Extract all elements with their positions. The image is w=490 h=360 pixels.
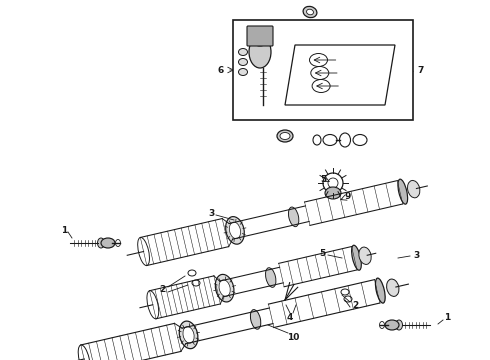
Ellipse shape [101,238,115,248]
Ellipse shape [379,321,385,328]
Ellipse shape [398,179,408,204]
Text: 2: 2 [352,301,358,310]
Ellipse shape [239,49,247,55]
Ellipse shape [229,222,241,239]
Text: 1: 1 [61,225,67,234]
Ellipse shape [116,239,121,247]
Text: 3: 3 [208,208,214,217]
Text: 8: 8 [252,99,258,108]
Bar [233,20,413,120]
Ellipse shape [307,9,314,15]
Text: 9: 9 [345,192,351,201]
Ellipse shape [387,279,399,296]
Text: 6: 6 [218,66,224,75]
Ellipse shape [385,320,399,330]
Ellipse shape [138,237,149,266]
Text: 3: 3 [413,251,419,260]
Ellipse shape [183,327,194,343]
Ellipse shape [375,278,385,303]
Ellipse shape [352,245,361,270]
Ellipse shape [325,187,341,199]
Ellipse shape [249,36,271,68]
Ellipse shape [147,291,159,319]
Ellipse shape [179,321,198,349]
Ellipse shape [250,310,261,329]
Text: 10: 10 [287,333,299,342]
Ellipse shape [408,180,420,198]
Ellipse shape [395,320,402,330]
Text: 7: 7 [418,66,424,75]
Text: 2: 2 [159,285,165,294]
Ellipse shape [226,217,245,244]
Ellipse shape [359,247,371,265]
Text: 4: 4 [287,314,293,323]
Text: 5: 5 [319,249,325,258]
FancyBboxPatch shape [247,26,273,46]
Ellipse shape [239,68,247,76]
Text: 5: 5 [320,175,326,184]
Ellipse shape [277,130,293,142]
Ellipse shape [289,207,299,227]
Ellipse shape [239,58,247,66]
Ellipse shape [280,132,290,140]
Ellipse shape [266,268,276,287]
Ellipse shape [303,6,317,18]
Ellipse shape [98,238,104,248]
Ellipse shape [251,30,269,46]
Ellipse shape [219,280,230,296]
Ellipse shape [78,345,90,360]
Ellipse shape [328,178,338,188]
Ellipse shape [215,274,234,302]
Text: 1: 1 [444,314,450,323]
